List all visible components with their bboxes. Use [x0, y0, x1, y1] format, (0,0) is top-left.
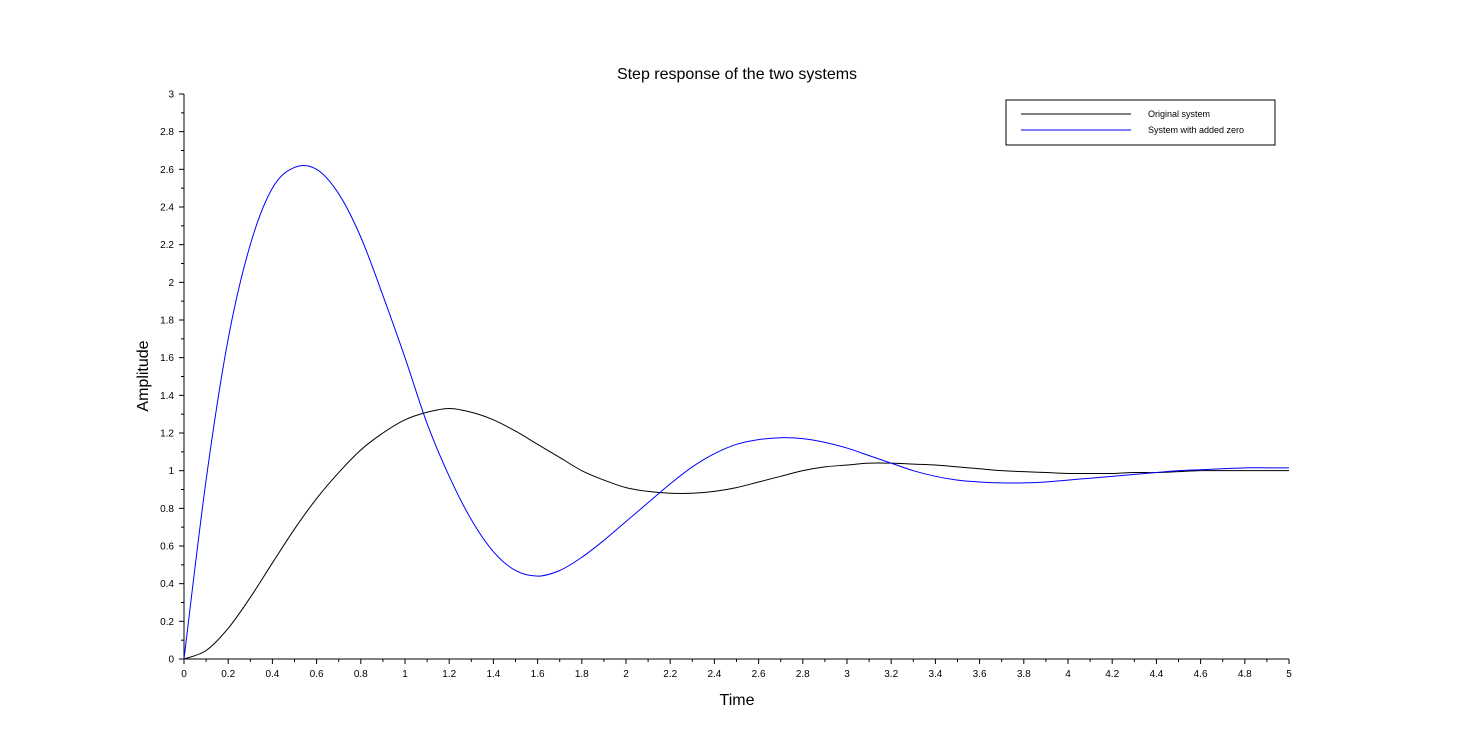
- x-tick-label: 2.2: [663, 669, 677, 680]
- x-ticks: 0 0.2 0.4 0.6 0.8 1 1.2 1.4 1.6 1.8 2 2.2 2.4 2.6 2.8 3…: [181, 659, 1292, 680]
- x-tick-label: 3.8: [1017, 669, 1031, 680]
- y-tick-label: 2.2: [160, 240, 174, 251]
- y-tick-label: 0.2: [160, 617, 174, 628]
- legend: Original system System with added zero: [1005, 99, 1276, 146]
- x-tick-label: 2: [623, 669, 629, 680]
- x-axis-label: Time: [720, 692, 755, 709]
- x-tick-label: 4.2: [1105, 669, 1119, 680]
- x-tick-label: 3.4: [928, 669, 942, 680]
- legend-label-original-system: Original system: [1148, 109, 1210, 119]
- x-tick-label: 3: [844, 669, 850, 680]
- x-tick-label: 4.4: [1149, 669, 1163, 680]
- series-line-original-system: [183, 408, 1289, 660]
- y-tick-label: 1.6: [160, 353, 174, 364]
- x-tick-label: 2.4: [707, 669, 721, 680]
- y-tick-label: 1.4: [160, 391, 174, 402]
- x-tick-label: 0.6: [310, 669, 324, 680]
- y-tick-label: 2.6: [160, 165, 174, 176]
- x-tick-label: 1.2: [442, 669, 456, 680]
- y-tick-label: 1: [168, 466, 174, 477]
- x-tick-label: 1: [402, 669, 408, 680]
- x-tick-label: 4.8: [1238, 669, 1252, 680]
- x-tick-label: 1.4: [486, 669, 500, 680]
- axes: [183, 94, 1289, 660]
- y-tick-label: 0.6: [160, 542, 174, 553]
- x-tick-label: 2.6: [752, 669, 766, 680]
- y-tick-label: 2.4: [160, 203, 174, 214]
- y-tick-label: 3: [168, 90, 174, 101]
- x-tick-label: 0.4: [265, 669, 279, 680]
- x-tick-label: 1.6: [531, 669, 545, 680]
- series-line-system-with-added-zero: [183, 165, 1289, 660]
- y-ticks: 0 0.2 0.4 0.6 0.8 1 1.2 1.4 1.6 1.8 2 2.2 2.4 2.6 2.8 3: [160, 90, 184, 666]
- x-tick-label: 2.8: [796, 669, 810, 680]
- y-tick-label: 2: [168, 278, 174, 289]
- x-tick-label: 1.8: [575, 669, 589, 680]
- chart-title: Step response of the two systems: [617, 66, 857, 83]
- y-tick-label: 1.8: [160, 316, 174, 327]
- y-tick-label: 2.8: [160, 127, 174, 138]
- legend-label-system-with-added-zero: System with added zero: [1148, 125, 1244, 135]
- x-tick-label: 0.2: [221, 669, 235, 680]
- x-tick-label: 0.8: [354, 669, 368, 680]
- x-tick-label: 5: [1286, 669, 1292, 680]
- y-tick-label: 0.8: [160, 504, 174, 515]
- series-group: [183, 165, 1289, 660]
- x-tick-label: 3.6: [973, 669, 987, 680]
- y-tick-label: 0.4: [160, 579, 174, 590]
- y-axis-label: Amplitude: [135, 340, 152, 411]
- x-tick-label: 4: [1065, 669, 1071, 680]
- y-tick-label: 0: [168, 655, 174, 666]
- x-tick-label: 0: [181, 669, 187, 680]
- y-tick-label: 1.2: [160, 429, 174, 440]
- x-tick-label: 3.2: [884, 669, 898, 680]
- legend-box: [1005, 99, 1276, 146]
- x-tick-label: 4.6: [1194, 669, 1208, 680]
